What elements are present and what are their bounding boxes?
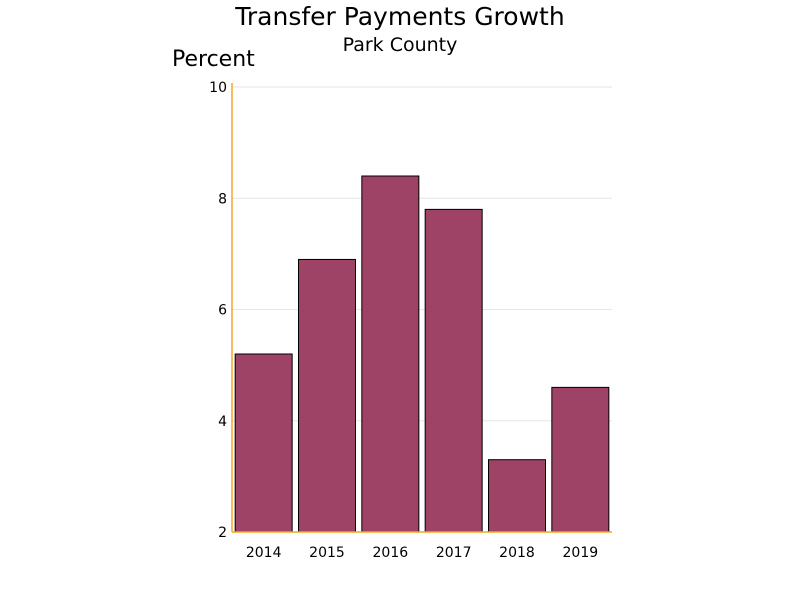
chart-title: Transfer Payments Growth (235, 2, 565, 31)
x-tick-label-2019: 2019 (563, 545, 599, 561)
x-tick-label-2014: 2014 (246, 545, 282, 561)
y-tick-label-4: 4 (218, 414, 227, 430)
x-tick-label-2016: 2016 (373, 545, 409, 561)
bar-2016 (361, 175, 420, 533)
chart-subtitle: Park County (342, 34, 458, 56)
bar-2014 (234, 353, 293, 533)
bar-2015 (298, 258, 356, 533)
bar-2019 (551, 386, 610, 533)
y-axis-label: Percent (172, 47, 255, 72)
y-tick-label-8: 8 (218, 191, 227, 207)
bar-2018 (488, 459, 546, 533)
x-tick-label-2017: 2017 (436, 545, 472, 561)
y-tick-label-6: 6 (218, 303, 227, 319)
y-tick-label-10: 10 (209, 80, 227, 96)
x-tick-label-2018: 2018 (499, 545, 535, 561)
y-tick-label-2: 2 (218, 525, 227, 541)
x-tick-label-2015: 2015 (309, 545, 345, 561)
bar-2017 (424, 208, 483, 533)
